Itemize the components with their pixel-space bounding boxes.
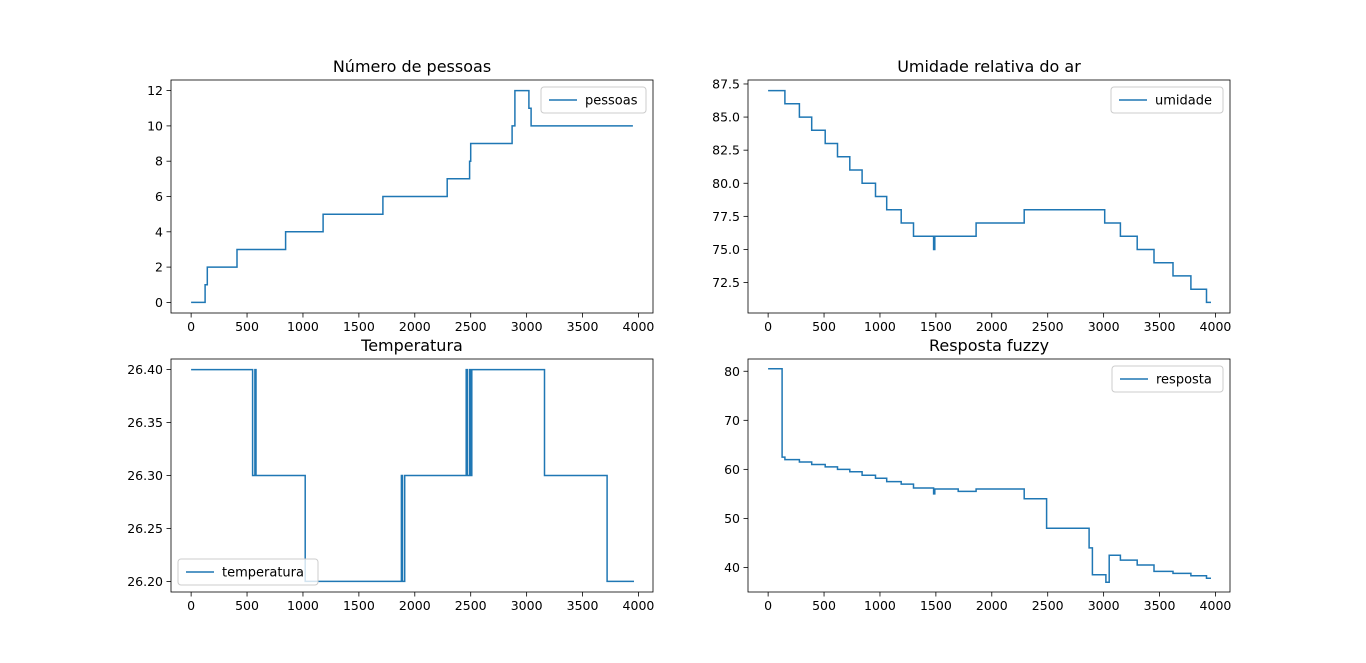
y-tick-label: 60: [724, 462, 740, 477]
series-line-pessoas: [191, 89, 633, 304]
x-tick-label: 500: [235, 598, 259, 613]
y-tick-label: 70: [724, 413, 740, 428]
y-tick-label: 26.40: [127, 362, 163, 377]
y-tick-label: 85.0: [712, 110, 740, 125]
legend-box: [1110, 86, 1224, 114]
y-tick-label: 50: [724, 511, 740, 526]
legend-label: pessoas: [585, 94, 638, 109]
x-tick-label: 500: [812, 319, 836, 334]
y-tick-label: 77.5: [712, 209, 740, 224]
y-tick-label: 82.5: [712, 143, 740, 158]
subplot-temperatura: 0 500 1000 1500 2000 2500 3000 3500 4000 26.20 26.…: [127, 336, 654, 613]
x-tick-label: 1000: [864, 319, 896, 334]
y-tick-label: 0: [155, 295, 163, 310]
legend-label: resposta: [1156, 373, 1212, 388]
y-tick-label: 4: [155, 224, 163, 239]
axes-frame: [747, 358, 1231, 593]
x-tick-label: 0: [187, 319, 195, 334]
subplot-umidade-relativa: 0 500 1000 1500 2000 2500 3000 3500 4000 72.5 75.0…: [712, 57, 1231, 334]
legend-box: [1111, 365, 1224, 393]
x-tick-label: 500: [235, 319, 259, 334]
x-tick-label: 4000: [1200, 319, 1232, 334]
legend: resposta: [1111, 365, 1224, 393]
x-tick-label: 4000: [623, 598, 655, 613]
y-tick-label: 72.5: [712, 275, 740, 290]
chart-title: Temperatura: [360, 336, 463, 355]
series-line-umidade: [768, 89, 1211, 304]
x-tick-label: 2500: [1032, 319, 1064, 334]
y-tick-label: 26.25: [127, 521, 163, 536]
x-tick-label: 1000: [864, 598, 896, 613]
y-tick-label: 80: [724, 364, 740, 379]
x-tick-label: 0: [764, 598, 772, 613]
x-tick-label: 0: [764, 319, 772, 334]
x-tick-label: 0: [187, 598, 195, 613]
x-tick-label: 2000: [976, 598, 1008, 613]
y-tick-label: 26.35: [127, 415, 163, 430]
axes-frame: [747, 79, 1231, 314]
x-tick-label: 2500: [1032, 598, 1064, 613]
legend-box: [540, 86, 647, 114]
x-tick-label: 1500: [343, 598, 375, 613]
y-tick-label: 75.0: [712, 242, 740, 257]
chart-title: Número de pessoas: [333, 57, 491, 76]
series-line-resposta: [768, 368, 1211, 583]
legend-label: temperatura: [222, 566, 304, 581]
y-tick-label: 87.5: [712, 76, 740, 91]
x-tick-label: 2000: [399, 598, 431, 613]
x-tick-label: 1500: [343, 319, 375, 334]
x-tick-label: 3000: [1088, 319, 1120, 334]
x-tick-label: 1500: [920, 598, 952, 613]
legend: temperatura: [177, 558, 319, 586]
x-tick-label: 3500: [567, 319, 599, 334]
x-tick-label: 2500: [455, 319, 487, 334]
x-tick-label: 4000: [1200, 598, 1232, 613]
y-tick-label: 40: [724, 560, 740, 575]
x-tick-label: 1500: [920, 319, 952, 334]
y-tick-label: 26.20: [127, 574, 163, 589]
y-tick-label: 2: [155, 260, 163, 275]
x-tick-label: 1000: [287, 598, 319, 613]
x-tick-label: 3500: [1144, 598, 1176, 613]
y-tick-label: 12: [147, 83, 163, 98]
x-tick-label: 3500: [567, 598, 599, 613]
x-tick-label: 1000: [287, 319, 319, 334]
x-tick-label: 500: [812, 598, 836, 613]
series-line-temperatura: [191, 368, 634, 583]
y-tick-label: 26.30: [127, 468, 163, 483]
chart-title: Resposta fuzzy: [929, 336, 1049, 355]
y-tick-label: 6: [155, 189, 163, 204]
x-tick-label: 3000: [511, 319, 543, 334]
y-tick-label: 8: [155, 154, 163, 169]
legend: umidade: [1110, 86, 1224, 114]
x-tick-label: 3500: [1144, 319, 1176, 334]
x-tick-label: 2000: [976, 319, 1008, 334]
y-tick-label: 10: [147, 118, 163, 133]
x-tick-label: 2000: [399, 319, 431, 334]
x-tick-label: 3000: [1088, 598, 1120, 613]
x-tick-label: 3000: [511, 598, 543, 613]
y-tick-label: 80.0: [712, 176, 740, 191]
subplot-resposta-fuzzy: 0 500 1000 1500 2000 2500 3000 3500 4000 40 50 60 70…: [724, 336, 1231, 613]
legend-box: [177, 558, 319, 586]
x-tick-label: 2500: [455, 598, 487, 613]
subplot-numero-de-pessoas: 0 500 1000 1500 2000 2500 3000 3500 4000 0 2 4 6 8 10 1…: [147, 57, 654, 334]
legend-label: umidade: [1155, 94, 1212, 109]
x-tick-label: 4000: [623, 319, 655, 334]
legend: pessoas: [540, 86, 647, 114]
chart-title: Umidade relativa do ar: [897, 57, 1081, 76]
